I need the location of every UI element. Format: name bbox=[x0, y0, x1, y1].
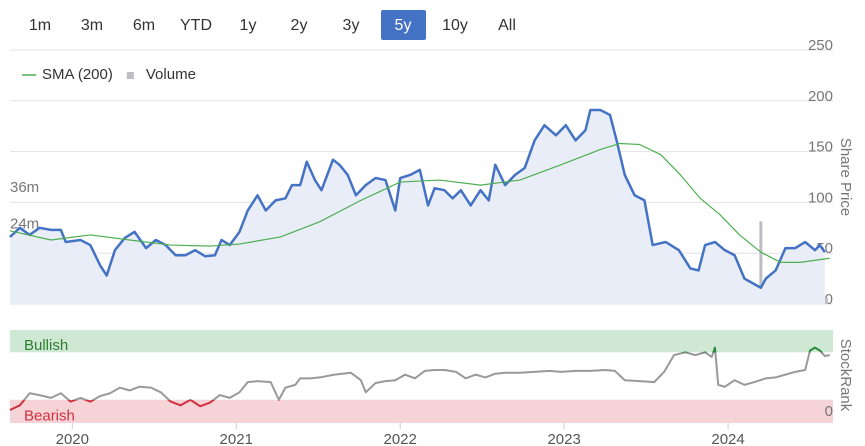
range-button[interactable]: 3m bbox=[81, 17, 103, 34]
range-button[interactable]: 2y bbox=[291, 17, 308, 34]
range-button[interactable]: 10y bbox=[442, 17, 468, 34]
y-tick-label: 200 bbox=[808, 88, 833, 105]
range-button-label[interactable]: 6m bbox=[133, 17, 155, 34]
line bbox=[9, 346, 830, 411]
x-tick-label: 2022 bbox=[383, 431, 416, 446]
band-label: Bullish bbox=[24, 337, 68, 354]
x-tick-label: 2021 bbox=[220, 431, 253, 446]
line bbox=[9, 108, 826, 289]
range-button-label[interactable]: 5y bbox=[395, 17, 412, 34]
range-button-label[interactable]: 1m bbox=[29, 17, 51, 34]
range-button-label[interactable]: All bbox=[498, 17, 516, 34]
volume-bar bbox=[759, 221, 763, 304]
range-button[interactable]: 3y bbox=[343, 17, 360, 34]
band-label: Bearish bbox=[24, 407, 75, 424]
range-button-label[interactable]: 1y bbox=[240, 17, 257, 34]
x-tick-label: 2020 bbox=[56, 431, 89, 446]
band bbox=[10, 399, 833, 423]
volume-bar bbox=[824, 297, 828, 304]
range-button[interactable]: 6m bbox=[133, 17, 155, 34]
x-tick-label: 2024 bbox=[711, 431, 744, 446]
y-tick-label: 250 bbox=[808, 37, 833, 54]
y-tick-label: 100 bbox=[808, 189, 833, 206]
range-button[interactable]: 5y bbox=[381, 10, 426, 40]
band bbox=[10, 330, 833, 353]
legend-swatch bbox=[126, 72, 134, 79]
x-tick-label: 2023 bbox=[547, 431, 580, 446]
y2-tick-label: 36m bbox=[10, 179, 39, 196]
line bbox=[9, 142, 830, 263]
range-button-label[interactable]: 10y bbox=[442, 17, 468, 34]
y-axis-title: StockRank bbox=[837, 339, 854, 412]
range-button-label[interactable]: 3y bbox=[343, 17, 360, 34]
y-axis-title: Share Price bbox=[837, 138, 854, 216]
y-tick-label: 150 bbox=[808, 139, 833, 156]
y2-tick-label: 24m bbox=[10, 216, 39, 233]
range-button-bg[interactable] bbox=[381, 10, 426, 40]
range-button[interactable]: All bbox=[498, 17, 516, 34]
range-button-label[interactable]: 3m bbox=[81, 17, 103, 34]
range-button[interactable]: 1y bbox=[240, 17, 257, 34]
legend-label: Volume bbox=[146, 66, 196, 83]
range-button-label[interactable]: 2y bbox=[291, 17, 308, 34]
range-button-label[interactable]: YTD bbox=[180, 17, 212, 34]
legend-label: SMA (200) bbox=[42, 66, 113, 83]
area bbox=[10, 109, 825, 304]
range-button[interactable]: 1m bbox=[29, 17, 51, 34]
y-tick-label: 0 bbox=[825, 403, 833, 420]
range-button[interactable]: YTD bbox=[180, 17, 212, 34]
